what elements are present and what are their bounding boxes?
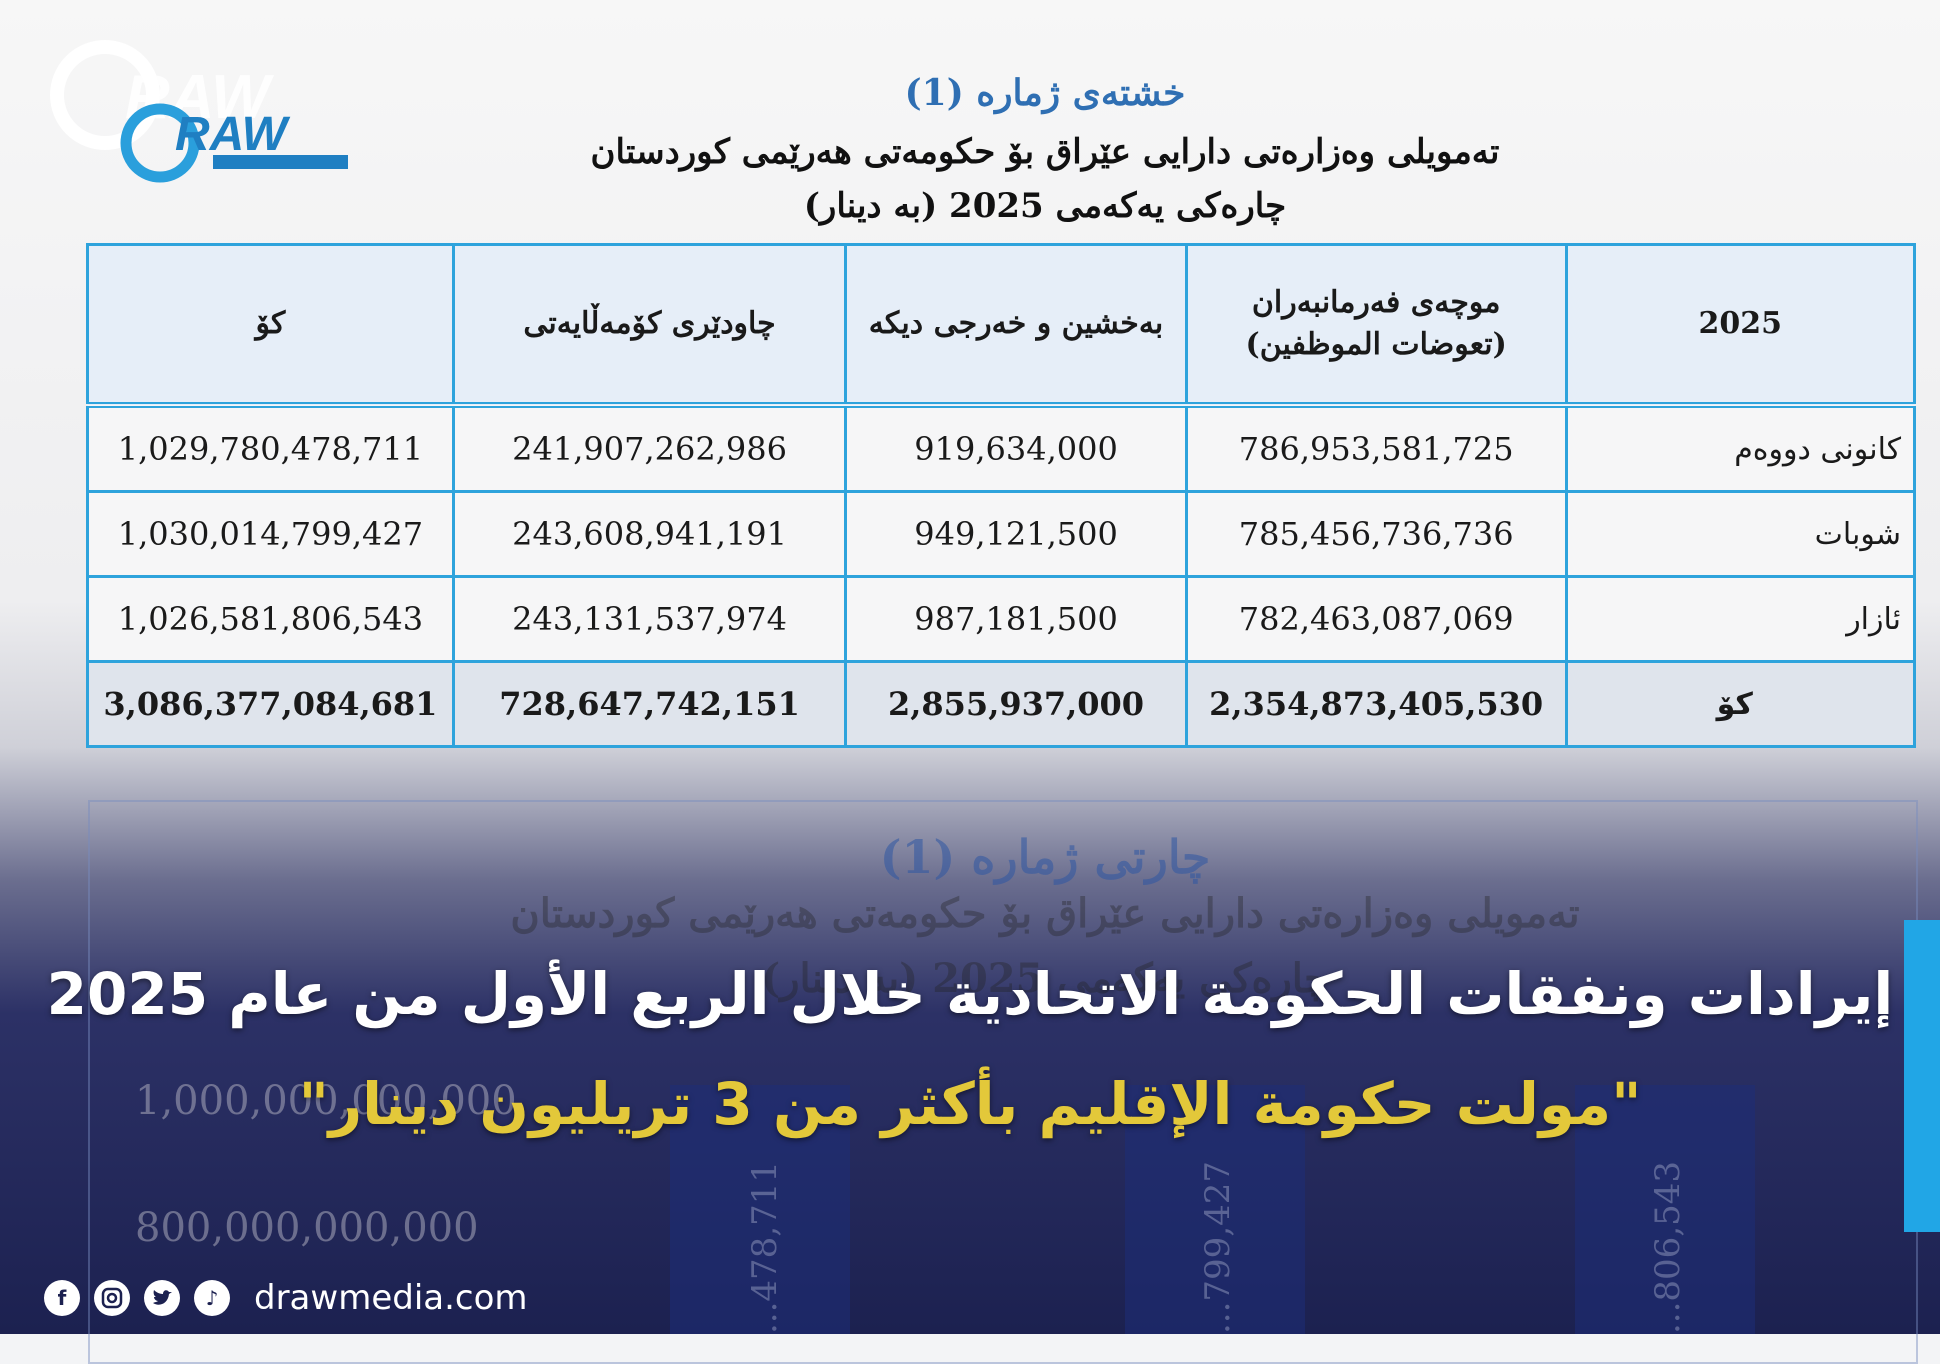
draw-logo-small: RAW	[120, 103, 348, 183]
accent-bar	[1904, 920, 1940, 1232]
chart-tick: 800,000,000,000	[135, 1205, 479, 1251]
header-year: 2025	[1564, 243, 1917, 407]
chart-title: چارتی ژمارە (1)	[879, 830, 1211, 884]
social-footer: f ♪ drawmedia.com	[44, 1278, 528, 1318]
chart-bar	[1125, 1085, 1305, 1334]
table-total-row: 3,086,377,084,681 728,647,742,151 2,855,…	[86, 660, 1917, 748]
draw-logo: RAW	[50, 40, 274, 150]
chart-period: چارەکی یەکەمی 2025 (بە دینار)	[761, 955, 1329, 1002]
table-row: 1,026,581,806,543 243,131,537,974 987,18…	[86, 575, 1917, 663]
twitter-icon[interactable]	[144, 1280, 180, 1316]
funding-table: کۆ چاودێری کۆمەڵایەتی بەخشین و خەرجی دیک…	[86, 243, 1917, 748]
chart-subtitle: تەمویلی وەزارەتی دارایی عێراق بۆ حکومەتی…	[510, 890, 1580, 937]
headline-main: إيرادات ونفقات الحكومة الاتحادية خلال ال…	[46, 960, 1894, 1028]
table-period: چارەکی یەکەمی 2025 (بە دینار)	[803, 186, 1287, 226]
cell-salaries: 785,456,736,736	[1184, 490, 1568, 578]
cell-social: 243,131,537,974	[451, 575, 848, 663]
chart-bar-label: ...806,543	[1648, 1160, 1688, 1334]
facebook-icon[interactable]: f	[44, 1280, 80, 1316]
headline-quote: "مولت حكومة الإقليم بأكثر من 3 تريليون د…	[298, 1070, 1642, 1138]
cell-total-social: 728,647,742,151	[451, 660, 848, 748]
chart-tick: 1,000,000,000,000	[135, 1078, 517, 1124]
cell-total-label: کۆ	[1564, 660, 1917, 748]
table-header-row: کۆ چاودێری کۆمەڵایەتی بەخشین و خەرجی دیک…	[86, 243, 1917, 407]
cell-salaries: 786,953,581,725	[1184, 402, 1568, 493]
instagram-icon[interactable]	[94, 1280, 130, 1316]
header-grants: بەخشین و خەرجی دیکە	[844, 243, 1188, 407]
header-salaries-ku: موچەی فەرمانبەران	[1251, 285, 1501, 320]
cell-total: 1,029,780,478,711	[86, 402, 455, 493]
website-link[interactable]: drawmedia.com	[254, 1278, 528, 1318]
cell-month: شوبات	[1564, 490, 1917, 578]
cell-grants: 919,634,000	[844, 402, 1188, 493]
cell-salaries: 782,463,087,069	[1184, 575, 1568, 663]
table-row: 1,029,780,478,711 241,907,262,986 919,63…	[86, 402, 1917, 493]
svg-text:RAW: RAW	[175, 108, 291, 161]
header-salaries: موچەی فەرمانبەران (تعوضات الموظفین)	[1184, 243, 1568, 407]
chart-bar-label: ...478,711	[745, 1160, 785, 1334]
header-social: چاودێری کۆمەڵایەتی	[451, 243, 848, 407]
cell-total: 1,026,581,806,543	[86, 575, 455, 663]
cell-total-grants: 2,855,937,000	[844, 660, 1188, 748]
table-subtitle: تەمویلی وەزارەتی دارایی عێراق بۆ حکومەتی…	[590, 132, 1500, 172]
header-salaries-ar: (تعوضات الموظفین)	[1245, 327, 1507, 362]
svg-text:RAW: RAW	[125, 63, 274, 132]
table-row: 1,030,014,799,427 243,608,941,191 949,12…	[86, 490, 1917, 578]
cell-grand-total: 3,086,377,084,681	[86, 660, 455, 748]
chart-bar	[1575, 1085, 1755, 1334]
header-total: کۆ	[86, 243, 455, 407]
tiktok-icon[interactable]: ♪	[194, 1280, 230, 1316]
table-title: خشتەی ژمارە (1)	[904, 72, 1186, 114]
cell-grants: 949,121,500	[844, 490, 1188, 578]
cell-total-salaries: 2,354,873,405,530	[1184, 660, 1568, 748]
cell-total: 1,030,014,799,427	[86, 490, 455, 578]
cell-month: کانونی دووەم	[1564, 402, 1917, 493]
cell-month: ئازار	[1564, 575, 1917, 663]
cell-social: 243,608,941,191	[451, 490, 848, 578]
chart-bar-label: ...799,427	[1198, 1160, 1238, 1334]
cell-social: 241,907,262,986	[451, 402, 848, 493]
chart-bar	[670, 1085, 850, 1334]
cell-grants: 987,181,500	[844, 575, 1188, 663]
